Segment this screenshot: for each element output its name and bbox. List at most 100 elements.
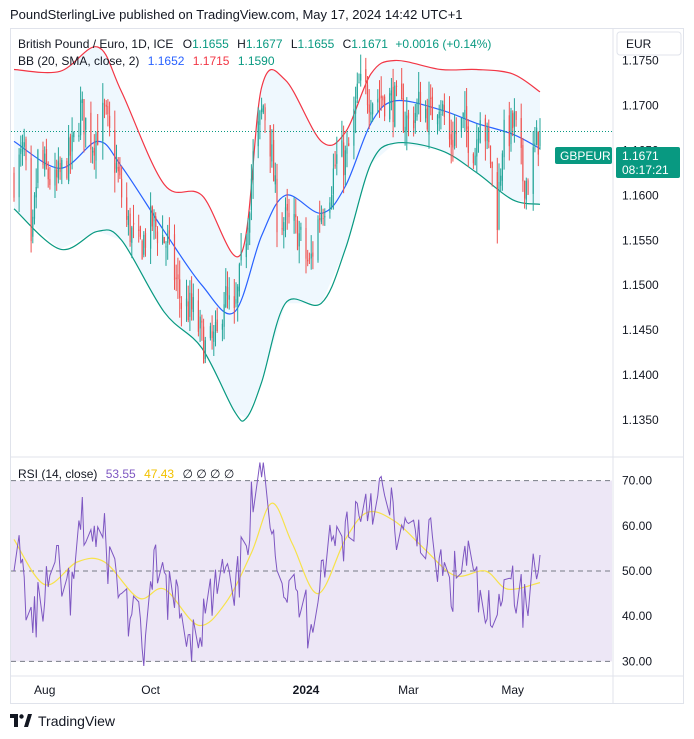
candle bbox=[179, 260, 181, 318]
candle bbox=[344, 145, 346, 186]
chart-frame bbox=[10, 28, 684, 704]
candle bbox=[191, 276, 193, 321]
candle bbox=[141, 239, 143, 260]
candle bbox=[317, 215, 319, 263]
candle bbox=[407, 109, 410, 137]
candle bbox=[462, 112, 464, 129]
candle bbox=[92, 146, 94, 164]
candle bbox=[515, 111, 517, 127]
currency-selector[interactable]: EUR bbox=[616, 31, 682, 56]
candle bbox=[308, 252, 311, 264]
candle bbox=[418, 72, 420, 115]
candle bbox=[18, 148, 20, 213]
candle bbox=[464, 91, 466, 132]
brand-name: TradingView bbox=[38, 713, 116, 729]
candle bbox=[247, 218, 249, 250]
price-tick-label: 1.1700 bbox=[622, 98, 659, 112]
candle bbox=[500, 168, 502, 193]
candle bbox=[115, 144, 118, 173]
price-tick-label: 1.1550 bbox=[622, 233, 659, 247]
candle bbox=[144, 228, 147, 257]
candle bbox=[235, 282, 237, 308]
rsi-tick-label: 40.00 bbox=[622, 609, 652, 623]
candle bbox=[486, 122, 488, 150]
legend-high: 1.1677 bbox=[246, 37, 283, 51]
candle bbox=[240, 233, 242, 266]
time-tick-label: Aug bbox=[34, 683, 55, 697]
legend-symbol: British Pound / Euro, 1D, ICE bbox=[18, 37, 173, 51]
candle bbox=[356, 72, 358, 103]
candle bbox=[384, 94, 386, 122]
candle bbox=[37, 148, 39, 189]
candle bbox=[61, 157, 63, 185]
candle bbox=[103, 98, 106, 119]
candle bbox=[355, 86, 357, 134]
candle bbox=[261, 97, 263, 120]
candle bbox=[454, 114, 456, 150]
tradingview-brand[interactable]: TradingView bbox=[10, 713, 115, 729]
last-price-tag: GBPEUR 1.1671 08:17:21 bbox=[555, 147, 680, 178]
candle bbox=[366, 76, 369, 114]
candle bbox=[165, 241, 167, 266]
candle bbox=[45, 138, 48, 170]
bollinger-lower-line bbox=[13, 142, 541, 422]
candle bbox=[221, 319, 223, 342]
candle bbox=[307, 249, 309, 267]
time-tick-label: May bbox=[501, 683, 524, 697]
candle bbox=[78, 122, 80, 142]
candle bbox=[466, 88, 468, 148]
candle bbox=[216, 307, 218, 333]
candle bbox=[271, 129, 273, 168]
candle bbox=[276, 163, 278, 248]
candle bbox=[522, 137, 524, 192]
candle bbox=[32, 209, 34, 244]
candle bbox=[416, 98, 418, 121]
candle bbox=[402, 83, 404, 133]
candle bbox=[33, 192, 36, 225]
legend-o-label: O bbox=[183, 37, 192, 51]
candle bbox=[44, 146, 46, 177]
candle bbox=[401, 68, 403, 100]
candle bbox=[69, 133, 71, 174]
price-tick-label: 1.1350 bbox=[622, 413, 659, 427]
candle bbox=[389, 87, 391, 123]
price-tick-label: 1.1400 bbox=[622, 368, 659, 382]
bb-basis-value: 1.1652 bbox=[148, 54, 185, 68]
candle bbox=[163, 236, 165, 244]
rsi-tick-label: 30.00 bbox=[622, 654, 652, 668]
candle bbox=[155, 212, 157, 239]
time-tick-label: 2024 bbox=[293, 683, 320, 697]
candle bbox=[382, 95, 384, 106]
publish-line: PoundSterlingLive published on TradingVi… bbox=[10, 7, 463, 22]
candle bbox=[283, 217, 285, 249]
candle bbox=[83, 99, 85, 153]
rsi-tick-label: 50.00 bbox=[622, 564, 652, 578]
candle bbox=[524, 180, 526, 209]
candle bbox=[177, 257, 179, 299]
price-tick-label: 1.1750 bbox=[622, 54, 659, 68]
candle bbox=[131, 225, 133, 259]
candle bbox=[343, 125, 345, 194]
candle bbox=[358, 73, 360, 84]
rsi-tick-label: 60.00 bbox=[622, 519, 652, 533]
legend-close: 1.1671 bbox=[351, 37, 388, 51]
candle bbox=[332, 153, 334, 210]
candle bbox=[390, 78, 392, 111]
candle bbox=[319, 200, 321, 233]
bb-upper-value: 1.1715 bbox=[193, 54, 230, 68]
rsi-value: 53.55 bbox=[106, 467, 136, 481]
candle bbox=[233, 279, 235, 324]
legend-open: 1.1655 bbox=[192, 37, 229, 51]
price-tag-symbol: GBPEUR bbox=[560, 149, 611, 163]
candle bbox=[151, 205, 153, 231]
legend-h-label: H bbox=[237, 37, 246, 51]
bb-legend: BB (20, SMA, close, 2) 1.1652 1.1715 1.1… bbox=[18, 54, 275, 68]
candle bbox=[534, 127, 536, 153]
candle bbox=[25, 136, 27, 171]
candle bbox=[57, 147, 59, 184]
candle bbox=[95, 131, 97, 179]
candle bbox=[168, 217, 170, 245]
candle bbox=[293, 197, 295, 234]
candle bbox=[284, 197, 287, 238]
